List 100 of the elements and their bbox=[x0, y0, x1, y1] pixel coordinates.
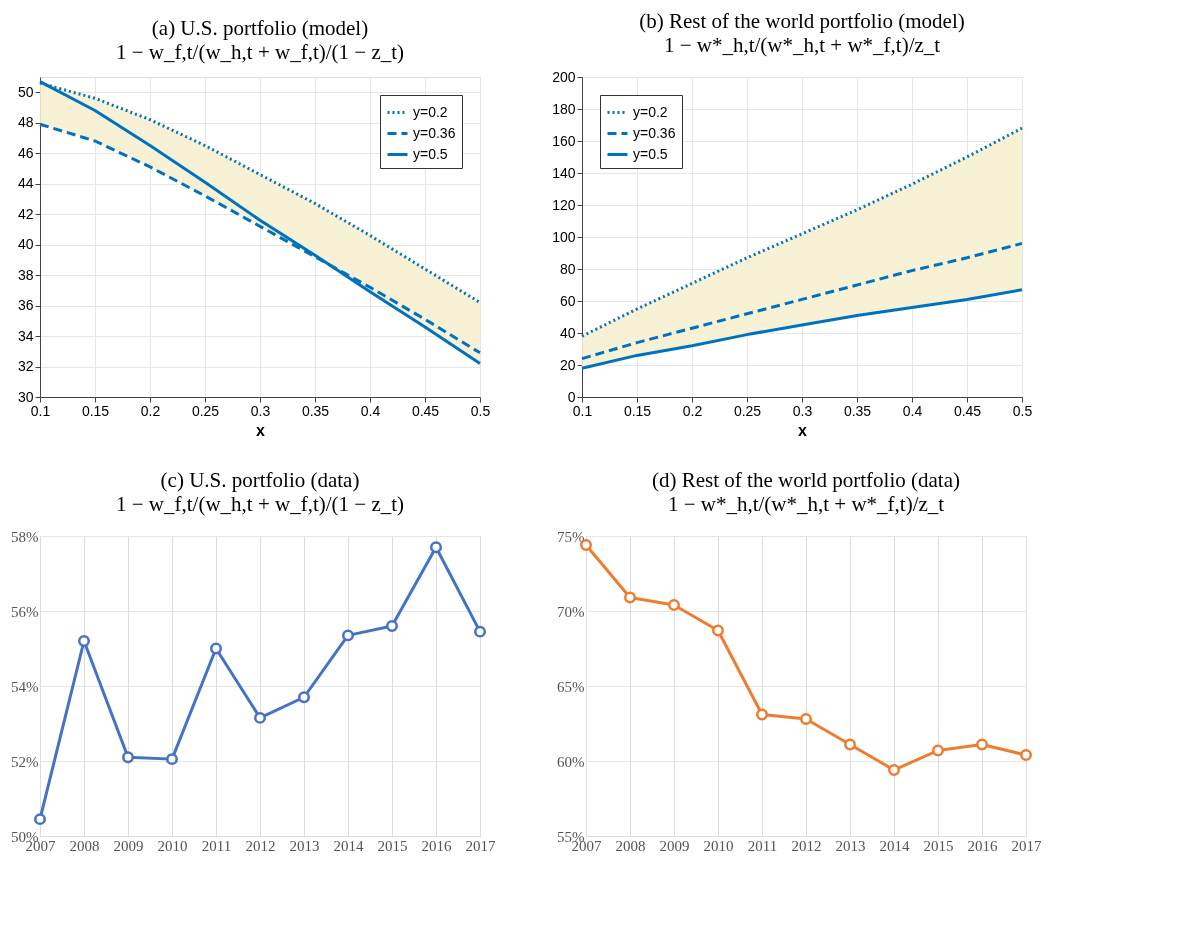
chart-subtitle: 1 − w*_h,t/(w*_h,t + w*_f,t)/z_t bbox=[663, 33, 941, 57]
y-tick-label: 54% bbox=[11, 678, 39, 695]
y-tick-label: 100 bbox=[552, 228, 576, 245]
y-tick-label: 60% bbox=[557, 753, 585, 770]
point bbox=[34, 813, 46, 826]
y-tick-label: 50 bbox=[17, 83, 34, 100]
x-tick-label: 0.25 bbox=[191, 402, 220, 419]
legend-label: y=0.5 bbox=[413, 145, 448, 162]
y-tick-label: 70% bbox=[557, 603, 585, 620]
x-tick-label: 2008 bbox=[615, 837, 646, 854]
y-tick-label: 46 bbox=[17, 144, 34, 161]
x-tick-label: 0.3 bbox=[250, 402, 271, 419]
x-tick-label: 0.45 bbox=[411, 402, 440, 419]
point bbox=[386, 620, 398, 632]
y-tick-label: 44 bbox=[17, 175, 34, 192]
x-tick-label: 2008 bbox=[69, 837, 100, 854]
x-tick-label: 2012 bbox=[245, 837, 276, 854]
x-tick-label: 0.45 bbox=[953, 402, 982, 419]
line-series bbox=[580, 241, 1024, 361]
x-tick-label: 2009 bbox=[659, 837, 690, 854]
y-tick-label: 34 bbox=[17, 327, 34, 344]
x-tick-label: 0.25 bbox=[733, 402, 762, 419]
x-tick-label: 0.4 bbox=[360, 402, 381, 419]
chart-subtitle: 1 − w*_h,t/(w*_h,t + w*_f,t)/z_t bbox=[667, 492, 945, 516]
point bbox=[756, 708, 768, 721]
y-tick-label: 140 bbox=[552, 164, 576, 181]
x-tick-label: 2012 bbox=[791, 837, 822, 854]
x-tick-label: 2014 bbox=[879, 837, 910, 854]
x-tick-label: 0.35 bbox=[301, 402, 330, 419]
y-tick-label: 60 bbox=[559, 292, 576, 309]
point bbox=[712, 624, 724, 637]
point bbox=[298, 691, 310, 704]
y-tick-label: 56% bbox=[11, 603, 39, 620]
y-tick-label: 40 bbox=[559, 324, 576, 341]
chart-title: (a) U.S. portfolio (model) bbox=[151, 16, 369, 40]
x-tick-label: 2009 bbox=[113, 837, 144, 854]
point bbox=[254, 711, 266, 724]
y-tick-label: 20 bbox=[559, 356, 576, 373]
legend-label: y=0.5 bbox=[633, 145, 668, 162]
x-tick-label: 0.4 bbox=[902, 402, 923, 419]
y-tick-label: 80 bbox=[559, 260, 576, 277]
x-tick-label: 0.35 bbox=[843, 402, 872, 419]
x-tick-label: 2017 bbox=[465, 837, 496, 854]
point bbox=[210, 642, 222, 655]
x-tick-label: 0.2 bbox=[140, 402, 161, 419]
x-tick-label: 2016 bbox=[421, 837, 452, 854]
x-tick-label: 0.5 bbox=[470, 402, 491, 419]
point bbox=[976, 738, 988, 751]
y-tick-label: 36 bbox=[17, 297, 34, 314]
x-tick-label: 2010 bbox=[157, 837, 188, 854]
y-tick-label: 180 bbox=[552, 100, 576, 117]
point bbox=[668, 599, 680, 611]
x-tick-label: 2015 bbox=[377, 837, 408, 854]
x-tick-label: 0.15 bbox=[81, 402, 110, 419]
legend-label: y=0.2 bbox=[633, 103, 668, 120]
y-tick-label: 48 bbox=[17, 114, 34, 131]
legend-label: y=0.36 bbox=[413, 124, 456, 141]
x-tick-label: 0.15 bbox=[623, 402, 652, 419]
point bbox=[932, 744, 944, 757]
chart-subtitle: 1 − w_f,t/(w_h,t + w_f,t)/(1 − z_t) bbox=[115, 40, 405, 64]
y-tick-label: 42 bbox=[17, 205, 34, 222]
point bbox=[844, 738, 856, 751]
x-axis-title: x bbox=[798, 421, 808, 439]
x-tick-label: 2010 bbox=[703, 837, 734, 854]
y-tick-label: 200 bbox=[552, 68, 576, 85]
x-tick-label: 0.5 bbox=[1012, 402, 1033, 419]
legend-label: y=0.2 bbox=[413, 103, 448, 120]
chart-title: (b) Rest of the world portfolio (model) bbox=[639, 9, 965, 33]
chart-title: (d) Rest of the world portfolio (data) bbox=[652, 468, 960, 492]
chart-subtitle: 1 − w_f,t/(w_h,t + w_f,t)/(1 − z_t) bbox=[115, 492, 405, 516]
x-tick-label: 0.2 bbox=[682, 402, 703, 419]
x-tick-label: 2011 bbox=[747, 837, 778, 854]
x-tick-label: 0.3 bbox=[792, 402, 813, 419]
line-series bbox=[580, 288, 1024, 370]
y-tick-label: 32 bbox=[17, 358, 34, 375]
point bbox=[474, 625, 486, 638]
x-axis-title: x bbox=[256, 421, 266, 439]
y-tick-label: 0 bbox=[567, 388, 576, 405]
point bbox=[166, 753, 178, 766]
y-tick-label: 65% bbox=[557, 678, 585, 695]
x-tick-label: 2015 bbox=[923, 837, 954, 854]
point bbox=[122, 751, 134, 764]
y-tick-label: 40 bbox=[17, 236, 34, 253]
y-tick-label: 58% bbox=[11, 528, 39, 545]
x-tick-label: 0.1 bbox=[30, 402, 51, 419]
chart-title: (c) U.S. portfolio (data) bbox=[160, 468, 360, 492]
point bbox=[624, 591, 636, 604]
x-tick-label: 2013 bbox=[835, 837, 866, 854]
x-tick-label: 2014 bbox=[333, 837, 364, 854]
point bbox=[1020, 749, 1032, 761]
y-tick-label: 160 bbox=[552, 132, 576, 149]
point bbox=[430, 541, 442, 554]
point bbox=[888, 764, 900, 776]
point bbox=[800, 713, 812, 725]
y-tick-label: 75% bbox=[557, 528, 585, 545]
x-tick-label: 0.1 bbox=[572, 402, 593, 419]
x-tick-label: 2011 bbox=[201, 837, 232, 854]
x-tick-label: 2013 bbox=[289, 837, 320, 854]
x-tick-label: 2016 bbox=[967, 837, 998, 854]
y-tick-label: 120 bbox=[552, 196, 576, 213]
